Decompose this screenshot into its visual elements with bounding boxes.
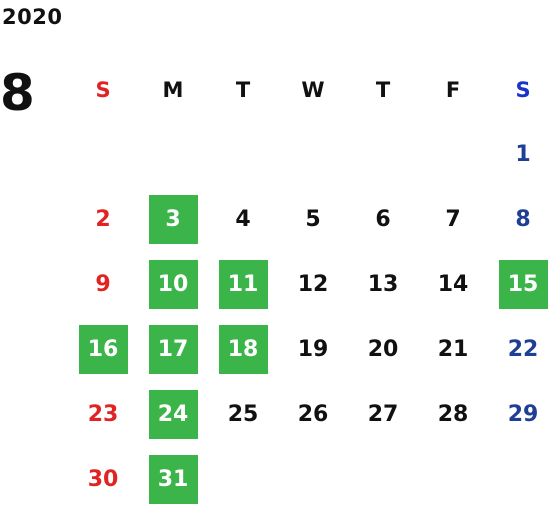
calendar-day-26[interactable]: 26 xyxy=(278,382,348,447)
calendar-day-23[interactable]: 23 xyxy=(68,382,138,447)
calendar-day-3[interactable]: 3 xyxy=(138,187,208,252)
day-number: 10 xyxy=(148,260,198,309)
day-number: 28 xyxy=(437,402,469,427)
day-number: 2 xyxy=(95,207,111,232)
day-number: 8 xyxy=(515,207,531,232)
calendar-day-5[interactable]: 5 xyxy=(278,187,348,252)
weekday-header-mon: M xyxy=(162,77,184,102)
calendar-day-27[interactable]: 27 xyxy=(348,382,418,447)
day-number: 13 xyxy=(367,272,399,297)
day-number: 12 xyxy=(297,272,329,297)
day-number: 19 xyxy=(297,337,329,362)
calendar-day-12[interactable]: 12 xyxy=(278,252,348,317)
calendar-day-29[interactable]: 29 xyxy=(488,382,548,447)
empty-day-cell xyxy=(418,447,488,512)
day-number: 1 xyxy=(515,142,531,167)
day-number: 17 xyxy=(148,325,198,374)
day-number: 7 xyxy=(445,207,461,232)
weekday-header-fri: F xyxy=(445,77,461,102)
day-number: 23 xyxy=(87,402,119,427)
calendar-day-8[interactable]: 8 xyxy=(488,187,548,252)
day-number: 24 xyxy=(148,390,198,439)
calendar-day-21[interactable]: 21 xyxy=(418,317,488,382)
empty-day-cell xyxy=(278,447,348,512)
day-number: 11 xyxy=(218,260,268,309)
day-number: 31 xyxy=(148,455,198,504)
empty-day-cell xyxy=(418,122,488,187)
calendar-day-16[interactable]: 16 xyxy=(68,317,138,382)
day-number: 6 xyxy=(375,207,391,232)
calendar-day-18[interactable]: 18 xyxy=(208,317,278,382)
day-number: 15 xyxy=(498,260,548,309)
calendar-day-10[interactable]: 10 xyxy=(138,252,208,317)
calendar-day-7[interactable]: 7 xyxy=(418,187,488,252)
month-label: 8 xyxy=(0,64,35,122)
weekday-header-tue: T xyxy=(235,77,251,102)
weekday-header-sat: S xyxy=(515,77,531,102)
empty-day-cell xyxy=(348,122,418,187)
empty-day-cell xyxy=(208,447,278,512)
day-number: 22 xyxy=(507,337,539,362)
day-number: 16 xyxy=(78,325,128,374)
day-number: 5 xyxy=(305,207,321,232)
calendar-day-6[interactable]: 6 xyxy=(348,187,418,252)
calendar-day-9[interactable]: 9 xyxy=(68,252,138,317)
calendar-day-25[interactable]: 25 xyxy=(208,382,278,447)
day-number: 26 xyxy=(297,402,329,427)
calendar-day-20[interactable]: 20 xyxy=(348,317,418,382)
day-number: 3 xyxy=(148,195,198,244)
calendar-day-28[interactable]: 28 xyxy=(418,382,488,447)
day-number: 25 xyxy=(227,402,259,427)
calendar-day-19[interactable]: 19 xyxy=(278,317,348,382)
day-number: 9 xyxy=(95,272,111,297)
day-number: 20 xyxy=(367,337,399,362)
day-number: 14 xyxy=(437,272,469,297)
calendar-day-11[interactable]: 11 xyxy=(208,252,278,317)
calendar-day-24[interactable]: 24 xyxy=(138,382,208,447)
empty-day-cell xyxy=(278,122,348,187)
calendar-day-14[interactable]: 14 xyxy=(418,252,488,317)
day-number: 4 xyxy=(235,207,251,232)
day-number: 27 xyxy=(367,402,399,427)
calendar-day-17[interactable]: 17 xyxy=(138,317,208,382)
calendar-day-2[interactable]: 2 xyxy=(68,187,138,252)
calendar-day-1[interactable]: 1 xyxy=(488,122,548,187)
calendar-day-4[interactable]: 4 xyxy=(208,187,278,252)
calendar-day-31[interactable]: 31 xyxy=(138,447,208,512)
empty-day-cell xyxy=(208,122,278,187)
empty-day-cell xyxy=(68,122,138,187)
weekday-header-sun: S xyxy=(95,77,111,102)
empty-day-cell xyxy=(348,447,418,512)
day-number: 30 xyxy=(87,467,119,492)
day-number: 29 xyxy=(507,402,539,427)
calendar-day-15[interactable]: 15 xyxy=(488,252,548,317)
empty-day-cell xyxy=(138,122,208,187)
day-number: 21 xyxy=(437,337,469,362)
year-label: 2020 xyxy=(2,5,63,29)
calendar-day-13[interactable]: 13 xyxy=(348,252,418,317)
empty-day-cell xyxy=(488,447,548,512)
weekday-header-thu: T xyxy=(375,77,391,102)
day-number: 18 xyxy=(218,325,268,374)
calendar-grid: S M T W T F S 1 2 3 4 5 6 7 8 9 10 11 12 13 14 15 16 17 1… xyxy=(68,57,548,512)
calendar-day-30[interactable]: 30 xyxy=(68,447,138,512)
weekday-header-wed: W xyxy=(301,77,325,102)
calendar-day-22[interactable]: 22 xyxy=(488,317,548,382)
